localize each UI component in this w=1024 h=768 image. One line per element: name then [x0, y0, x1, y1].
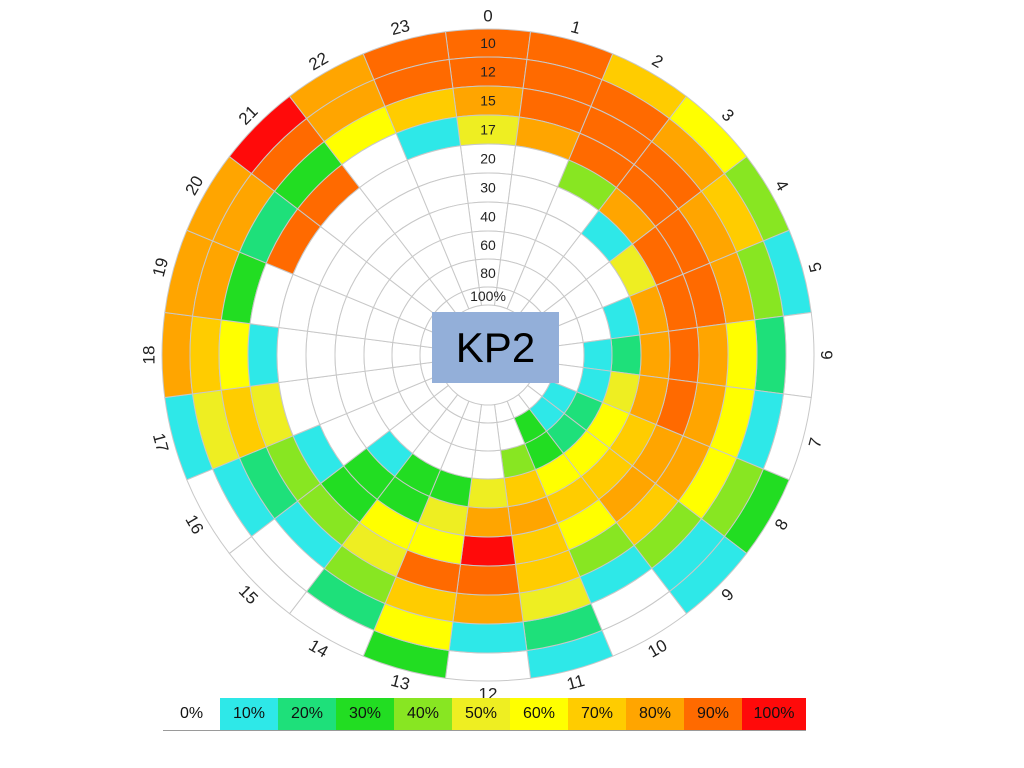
hour-label: 3 — [718, 105, 738, 125]
hour-label: 18 — [140, 346, 159, 365]
heat-cell-h18-r0 — [161, 311, 194, 399]
heat-cell-h12-r3 — [456, 563, 520, 596]
heat-cell-h6-r2 — [725, 319, 758, 391]
heat-cell-h18-r4 — [276, 326, 309, 384]
heat-cell-h12-r7 — [471, 449, 505, 480]
ring-label: 80 — [480, 265, 496, 281]
legend-item: 60% — [510, 698, 568, 730]
ring-label: 10 — [480, 35, 496, 51]
heat-cell-h18-r7 — [363, 338, 394, 372]
hour-label: 11 — [565, 671, 587, 694]
heat-cell-h18-r5 — [305, 330, 337, 380]
hour-label: 9 — [718, 585, 738, 605]
heat-cell-h12-r2 — [452, 592, 524, 625]
heat-cell-h6-r3 — [696, 323, 729, 387]
heat-cell-h6-r5 — [639, 330, 671, 380]
hour-label: 16 — [181, 512, 207, 538]
legend-item: 30% — [336, 698, 394, 730]
heat-cell-h18-r8 — [391, 341, 422, 369]
chart-title: KP2 — [455, 323, 536, 371]
color-legend: 0% 10% 20% 30% 40% 50% 60% 70% 80% 90% 100% — [163, 698, 806, 731]
legend-item: 20% — [278, 698, 336, 730]
legend-item: 100% — [742, 698, 806, 730]
heat-cell-h6-r8 — [554, 341, 585, 369]
kp-title-box: KP2 — [432, 312, 559, 383]
hour-label: 2 — [649, 51, 667, 72]
legend-item: 0% — [163, 698, 220, 730]
ring-label: 12 — [480, 64, 496, 80]
heat-cell-h18-r3 — [247, 323, 280, 387]
heat-cell-h6-r6 — [610, 334, 642, 376]
hour-label: 4 — [771, 177, 792, 195]
heat-cell-h23-r9 — [461, 287, 483, 310]
heat-cell-h12-r0 — [444, 649, 532, 682]
heat-cell-h6-r4 — [667, 326, 700, 384]
legend-item: 70% — [568, 698, 626, 730]
legend-item: 10% — [220, 698, 278, 730]
heat-cell-h6-r0 — [782, 311, 815, 399]
ring-label: 15 — [480, 93, 496, 109]
hour-label: 7 — [805, 436, 826, 450]
hour-label: 0 — [483, 7, 492, 26]
legend-item: 90% — [684, 698, 742, 730]
hour-label: 20 — [181, 173, 207, 199]
legend-item: 50% — [452, 698, 510, 730]
hour-label: 1 — [569, 17, 583, 38]
hour-label: 22 — [306, 48, 332, 74]
heat-cell-h18-r2 — [218, 319, 251, 391]
hour-label: 14 — [306, 636, 332, 662]
heat-cell-h12-r6 — [467, 477, 509, 509]
ring-label: 40 — [480, 209, 496, 225]
heat-cell-h6-r7 — [582, 338, 613, 372]
ring-label: 60 — [480, 237, 496, 253]
heat-cell-h12-r5 — [463, 506, 513, 538]
legend-item: 80% — [626, 698, 684, 730]
heat-cell-h12-r4 — [459, 534, 517, 567]
hour-label: 6 — [818, 350, 837, 359]
hour-label: 17 — [149, 431, 172, 454]
hour-label: 8 — [771, 516, 792, 534]
hour-label: 10 — [645, 636, 671, 662]
ring-label: 20 — [480, 151, 496, 167]
heat-cell-h6-r1 — [754, 315, 787, 395]
ring-label: 17 — [480, 122, 496, 138]
heat-cell-h12-r9 — [478, 404, 498, 424]
hour-label: 5 — [805, 260, 826, 274]
heat-cell-h18-r6 — [334, 334, 366, 376]
heat-cell-h12-r8 — [474, 421, 502, 452]
ring-label: 100% — [470, 288, 506, 304]
ring-label: 30 — [480, 180, 496, 196]
hour-label: 13 — [389, 671, 412, 694]
heat-cell-h18-r1 — [189, 315, 222, 395]
hour-label: 19 — [149, 256, 172, 279]
hour-label: 23 — [389, 16, 412, 39]
heat-cell-h12-r1 — [448, 621, 528, 654]
legend-item: 40% — [394, 698, 452, 730]
